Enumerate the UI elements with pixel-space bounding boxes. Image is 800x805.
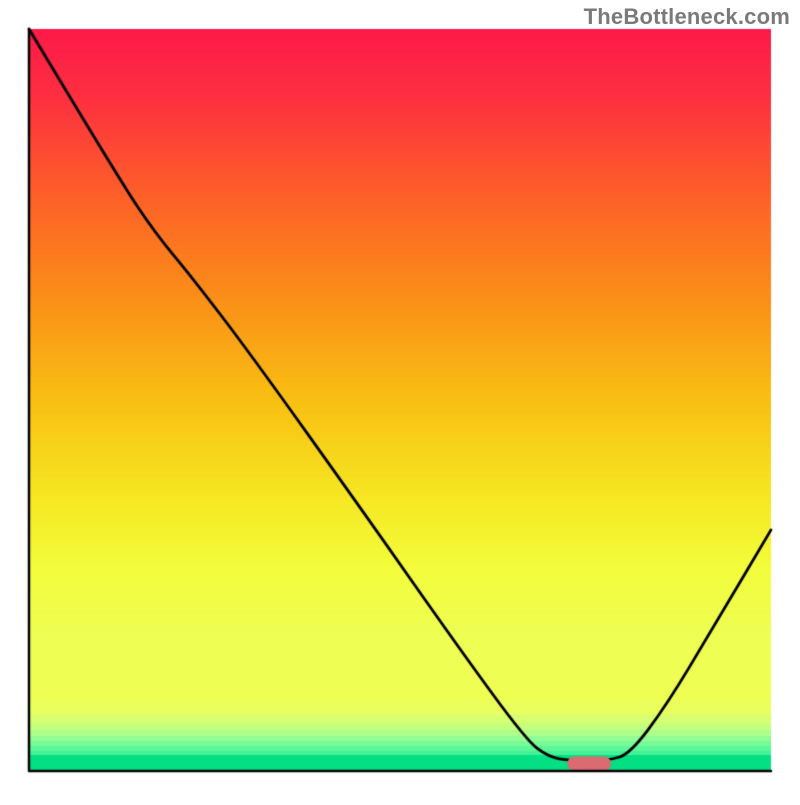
watermark-text: TheBottleneck.com bbox=[584, 4, 790, 30]
chart-container bbox=[0, 0, 800, 800]
bottleneck-chart-canvas bbox=[0, 0, 800, 800]
